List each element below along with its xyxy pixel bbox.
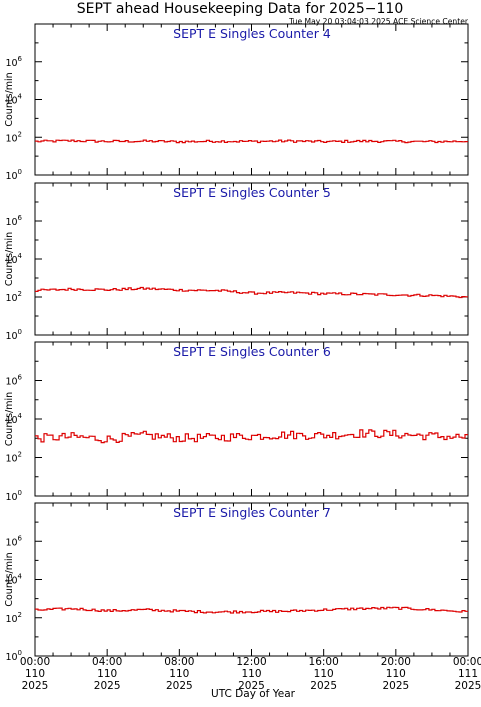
y-axis-title: Counts/min	[4, 392, 15, 446]
x-tick-label: 110	[169, 668, 189, 680]
timestamp-note: Tue May 20 03:04:03 2025 ACE Science Cen…	[288, 17, 469, 26]
x-tick-label: 2025	[310, 680, 337, 692]
panel-frame	[34, 502, 469, 657]
x-tick-label: 00:00	[20, 656, 50, 668]
y-axis-title: Counts/min	[4, 552, 15, 606]
x-tick-label: 110	[25, 668, 45, 680]
x-tick-label: 2025	[166, 680, 193, 692]
panel-frame	[34, 182, 469, 336]
y-tick-label: 102	[5, 611, 22, 625]
y-tick-label: 100	[5, 489, 22, 503]
y-tick-label: 102	[5, 451, 22, 465]
x-tick-label: 08:00	[164, 656, 194, 668]
x-tick-label: 2025	[455, 680, 481, 692]
y-tick-label: 106	[5, 374, 22, 388]
x-tick-label: 12:00	[236, 656, 266, 668]
y-tick-label: 102	[5, 130, 22, 144]
x-tick-label: 111	[458, 668, 478, 680]
x-tick-label: 20:00	[381, 656, 411, 668]
panel-frame	[34, 341, 469, 497]
y-tick-label: 106	[5, 214, 22, 228]
x-tick-label: 110	[314, 668, 334, 680]
x-tick-label: 2025	[94, 680, 121, 692]
x-tick-label: 16:00	[309, 656, 339, 668]
panel-frame	[34, 23, 469, 176]
y-tick-label: 100	[5, 168, 22, 182]
x-tick-label: 110	[241, 668, 261, 680]
panel-title: SEPT E Singles Counter 7	[173, 505, 331, 520]
y-axis-title: Counts/min	[4, 72, 15, 126]
y-tick-label: 100	[5, 328, 22, 342]
x-tick-label: 110	[97, 668, 117, 680]
y-tick-label: 102	[5, 290, 22, 304]
x-tick-label: 2025	[22, 680, 49, 692]
plot-title: SEPT ahead Housekeeping Data for 2025−11…	[77, 1, 404, 17]
x-axis-title: UTC Day of Year	[211, 688, 296, 700]
x-axis: 00:00110202504:00110202508:00110202512:0…	[20, 656, 481, 692]
series-trace	[35, 606, 468, 614]
x-tick-label: 00:00	[453, 656, 481, 668]
series-trace	[35, 139, 468, 144]
panel-title: SEPT E Singles Counter 6	[173, 344, 331, 359]
panel-title: SEPT E Singles Counter 4	[173, 26, 331, 41]
x-tick-label: 04:00	[92, 656, 122, 668]
y-axis-title: Counts/min	[4, 232, 15, 286]
x-tick-label: 2025	[382, 680, 409, 692]
y-tick-label: 106	[5, 55, 22, 69]
series-trace	[35, 429, 468, 444]
series-trace	[35, 286, 468, 299]
y-tick-label: 106	[5, 534, 22, 548]
x-tick-label: 110	[386, 668, 406, 680]
x-tick-label: 2025	[238, 680, 265, 692]
panel-title: SEPT E Singles Counter 5	[173, 185, 331, 200]
